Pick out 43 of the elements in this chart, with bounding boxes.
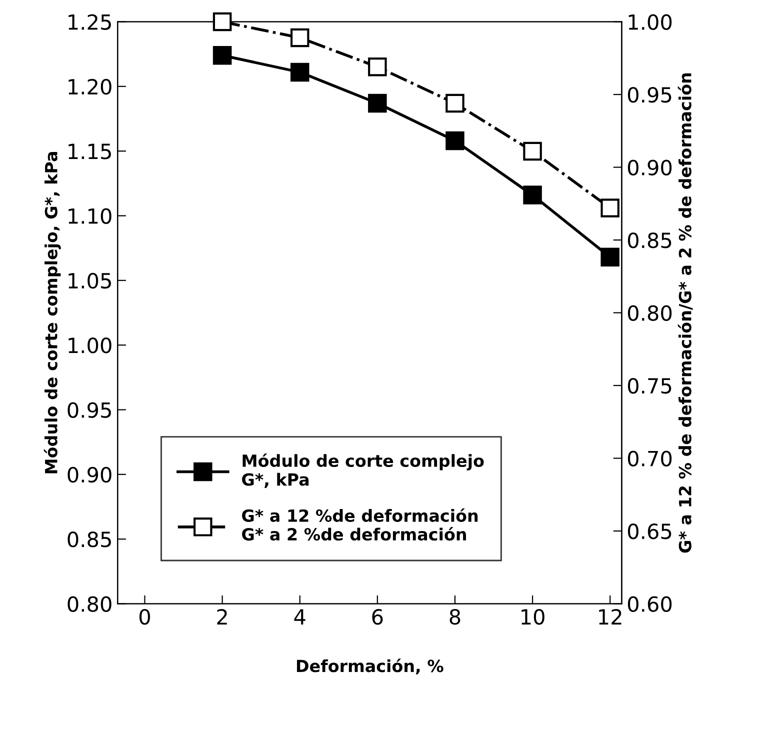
y2-tick-label: 0.70 bbox=[628, 450, 672, 466]
y2-axis-title: G* a 12 % de deformación/G* a 2 % de deformación bbox=[678, 73, 693, 553]
x-tick-label: 8 bbox=[450, 608, 460, 625]
y-tick-label: 0.90 bbox=[68, 466, 112, 483]
y-tick-label: 1.05 bbox=[68, 272, 111, 289]
point bbox=[523, 186, 542, 204]
y2-tick-label: 1.00 bbox=[628, 14, 672, 30]
x-tick-label: 4 bbox=[294, 609, 306, 624]
y2-tick-label: 0.75 bbox=[628, 378, 672, 394]
point bbox=[600, 248, 620, 267]
point bbox=[368, 94, 387, 113]
y2-tick-label: 0.95 bbox=[628, 86, 672, 103]
y-tick-label: 0.80 bbox=[68, 596, 112, 612]
y2-tick-label: 0.80 bbox=[628, 305, 672, 321]
point bbox=[290, 28, 310, 48]
point bbox=[600, 198, 620, 218]
y2-tick-label: 0.85 bbox=[628, 232, 672, 248]
y-tick-label: 1.15 bbox=[68, 144, 111, 160]
y-tick-label: 0.95 bbox=[68, 402, 111, 418]
x-tick-label: 12 bbox=[599, 608, 622, 624]
point bbox=[290, 62, 310, 82]
point bbox=[212, 12, 232, 32]
y-tick-label: 1.25 bbox=[68, 14, 111, 30]
y2-tick-label: 0.90 bbox=[628, 160, 672, 176]
x-tick-label: 0 bbox=[139, 608, 150, 625]
legend-label: Módulo de corte complejo G*, kPa bbox=[242, 453, 484, 488]
legend-label: G* a 12 %de deformación G* a 2 %de deformación bbox=[242, 508, 478, 541]
x-tick-label: 2 bbox=[217, 608, 227, 624]
point bbox=[446, 94, 464, 113]
point bbox=[446, 131, 464, 150]
y-axis-title: Módulo de corte complejo, G*, kPa bbox=[44, 152, 61, 474]
x-axis-title: Deformación, % bbox=[296, 658, 444, 674]
y-tick-label: 1.10 bbox=[68, 208, 112, 224]
x-tick-label: 6 bbox=[372, 608, 383, 625]
point bbox=[212, 46, 232, 65]
x-tick-label: 10 bbox=[522, 608, 544, 625]
point bbox=[368, 57, 387, 76]
y-tick-label: 1.00 bbox=[68, 338, 112, 354]
y-tick-label: 0.85 bbox=[68, 532, 111, 548]
y-tick-label: 1.20 bbox=[68, 78, 112, 95]
y2-tick-label: 0.60 bbox=[628, 596, 672, 612]
point bbox=[523, 142, 542, 161]
y2-tick-label: 0.65 bbox=[628, 523, 672, 540]
